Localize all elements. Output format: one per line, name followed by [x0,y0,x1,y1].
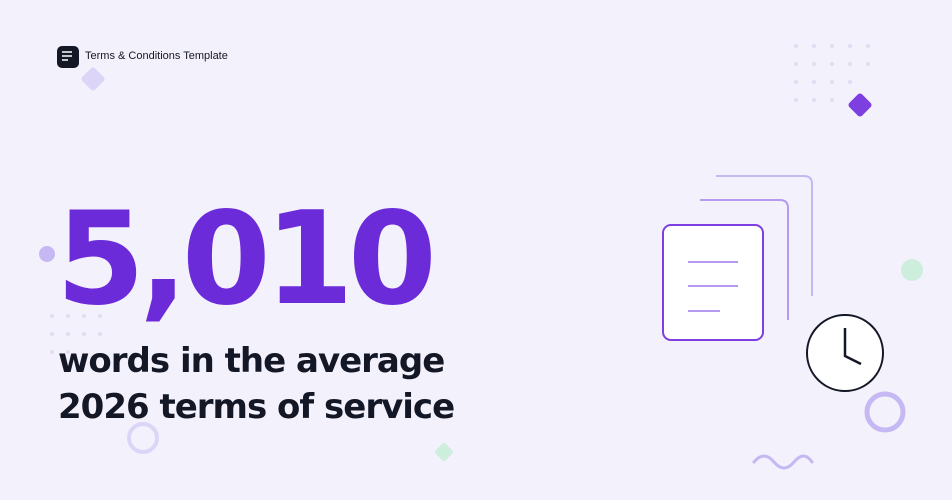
stat-caption: 2026 terms of service [58,387,455,427]
stat-value: 5,010 [56,185,437,334]
stat-caption: words in the average [58,341,445,381]
brand-name: Terms & Conditions Template [85,50,228,62]
